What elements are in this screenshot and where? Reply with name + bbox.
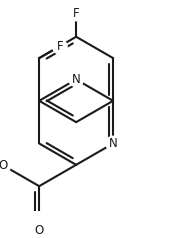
Circle shape <box>106 136 120 151</box>
Text: O: O <box>35 223 44 237</box>
Text: N: N <box>72 73 81 86</box>
Circle shape <box>53 40 67 54</box>
Circle shape <box>69 6 83 21</box>
Circle shape <box>0 159 11 173</box>
Text: F: F <box>57 40 63 53</box>
Text: N: N <box>109 137 118 150</box>
Text: F: F <box>73 7 79 20</box>
Text: O: O <box>0 159 8 172</box>
Circle shape <box>69 72 83 87</box>
Circle shape <box>32 223 46 237</box>
